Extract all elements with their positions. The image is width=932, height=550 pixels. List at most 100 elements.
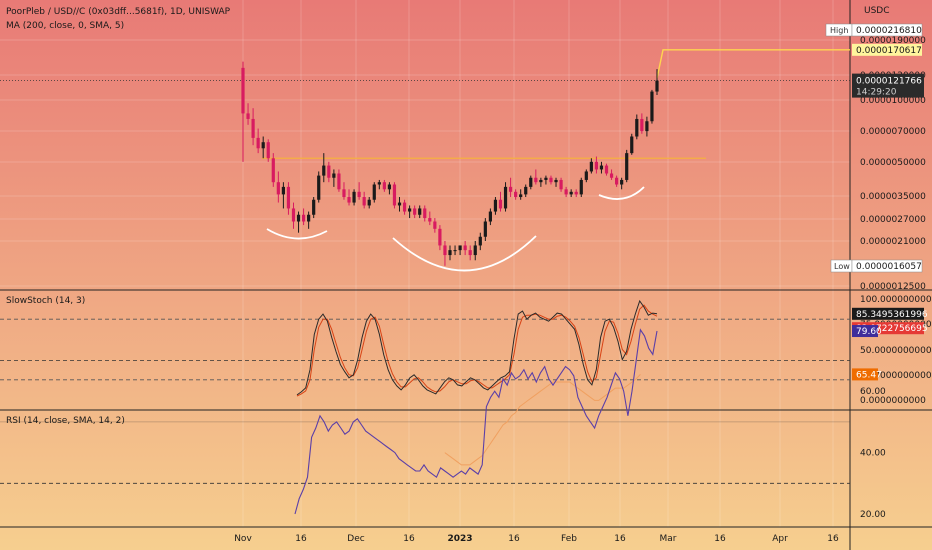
rsi-pane[interactable] (0, 328, 850, 515)
candle-body (413, 208, 417, 215)
candle (539, 177, 543, 187)
rsi-value: 79.60 (856, 327, 882, 337)
symbol-title[interactable]: PoorPleb / USD//C (0x03dff...5681f), 1D,… (6, 7, 231, 17)
candle (514, 189, 518, 200)
candle-body (655, 80, 659, 92)
time-tick-label: Dec (347, 534, 364, 544)
candle-body (478, 236, 482, 246)
candle-body (266, 142, 270, 159)
level-line (656, 49, 850, 79)
candle-body (352, 191, 356, 203)
candle-body (625, 153, 629, 180)
candle-body (579, 179, 583, 195)
price-tick-label: 0.0000190000 (860, 36, 926, 46)
time-tick-label: 16 (827, 534, 839, 544)
candle (256, 128, 260, 154)
time-tick-label: Mar (660, 534, 677, 544)
candle (307, 211, 311, 229)
candle (357, 182, 361, 200)
candle-body (357, 191, 361, 198)
candle-body (604, 165, 609, 174)
candle (524, 184, 528, 198)
candle (463, 241, 467, 256)
price-tick-label: 0.0000012500 (860, 282, 926, 292)
candle (589, 158, 593, 174)
head-arc (392, 235, 537, 272)
candle-body (387, 184, 392, 190)
candle-body (549, 177, 553, 183)
candle (367, 197, 371, 209)
candle (594, 156, 599, 174)
candle-body (438, 228, 442, 246)
candle (408, 205, 412, 219)
currency-label: USDC (864, 6, 890, 16)
candle-body (296, 214, 301, 222)
candle-body (569, 191, 573, 195)
candle-body (615, 177, 619, 185)
candle (503, 182, 508, 212)
candle (599, 161, 604, 174)
candle (478, 232, 482, 251)
candle (418, 205, 422, 219)
candle (508, 177, 513, 198)
candle (468, 245, 472, 261)
candlestick-series[interactable] (241, 61, 659, 266)
rsi-title[interactable]: RSI (14, close, SMA, 14, 2) (6, 416, 125, 426)
candle (392, 182, 397, 209)
stoch-d-value: 82.9722756695 (856, 324, 928, 334)
price-axis[interactable]: 0.00001900000.00001200000.00001000000.00… (825, 23, 932, 520)
low-label: Low (834, 262, 850, 271)
rsi-ma-value-box (852, 368, 878, 381)
candle (382, 179, 386, 192)
candle-body (281, 186, 285, 195)
candle (342, 182, 346, 200)
candle-body (256, 137, 260, 149)
candle (609, 169, 614, 180)
stoch-tick-label: 50.0000000000 (860, 346, 932, 356)
rsi-value-box (852, 325, 878, 338)
candle-body (246, 113, 250, 119)
rsi-ma-value: 65.47 (856, 370, 882, 380)
high-value-box (851, 23, 923, 37)
candle-body (418, 208, 422, 215)
candle-body (382, 182, 386, 190)
candle (377, 179, 381, 190)
stoch-k-value: 85.3495361996 (856, 310, 928, 320)
candle-body (473, 245, 477, 256)
candle (569, 189, 573, 198)
countdown-timer: 14:29:20 (856, 88, 897, 98)
slowstoch-title[interactable]: SlowStoch (14, 3) (6, 296, 86, 306)
candle (615, 175, 619, 187)
candle-body (519, 194, 523, 198)
candle (362, 191, 366, 209)
time-axis[interactable]: Nov 16 Dec 16 2023 16 Feb 16 Mar 16 Apr 16 (234, 534, 839, 544)
candle-body (402, 202, 407, 212)
candle-body (534, 177, 538, 183)
rsi-line (294, 328, 658, 515)
candle (529, 175, 533, 190)
candle-body (241, 67, 245, 114)
time-tick-label: 16 (714, 534, 726, 544)
candle (352, 189, 356, 206)
candle (241, 61, 245, 162)
candle-body (483, 221, 487, 237)
candle (337, 169, 341, 192)
candle (483, 218, 487, 241)
candle-body (503, 186, 508, 209)
candle (372, 182, 376, 203)
candle-body (609, 173, 614, 178)
candle-body (347, 197, 351, 203)
last-price-value: 0.0000121766 (856, 77, 922, 87)
slow-stochastic-pane[interactable] (0, 299, 850, 397)
candle (413, 205, 417, 219)
candle-body (554, 179, 558, 183)
candle-body (301, 214, 306, 222)
last-price-box (852, 73, 924, 98)
candle (266, 139, 270, 162)
high-label: High (830, 26, 848, 35)
ma-indicator-label[interactable]: MA (200, close, 0, SMA, 5) (6, 21, 125, 31)
stoch-k-value-box (852, 307, 924, 320)
candle-body (529, 177, 533, 187)
